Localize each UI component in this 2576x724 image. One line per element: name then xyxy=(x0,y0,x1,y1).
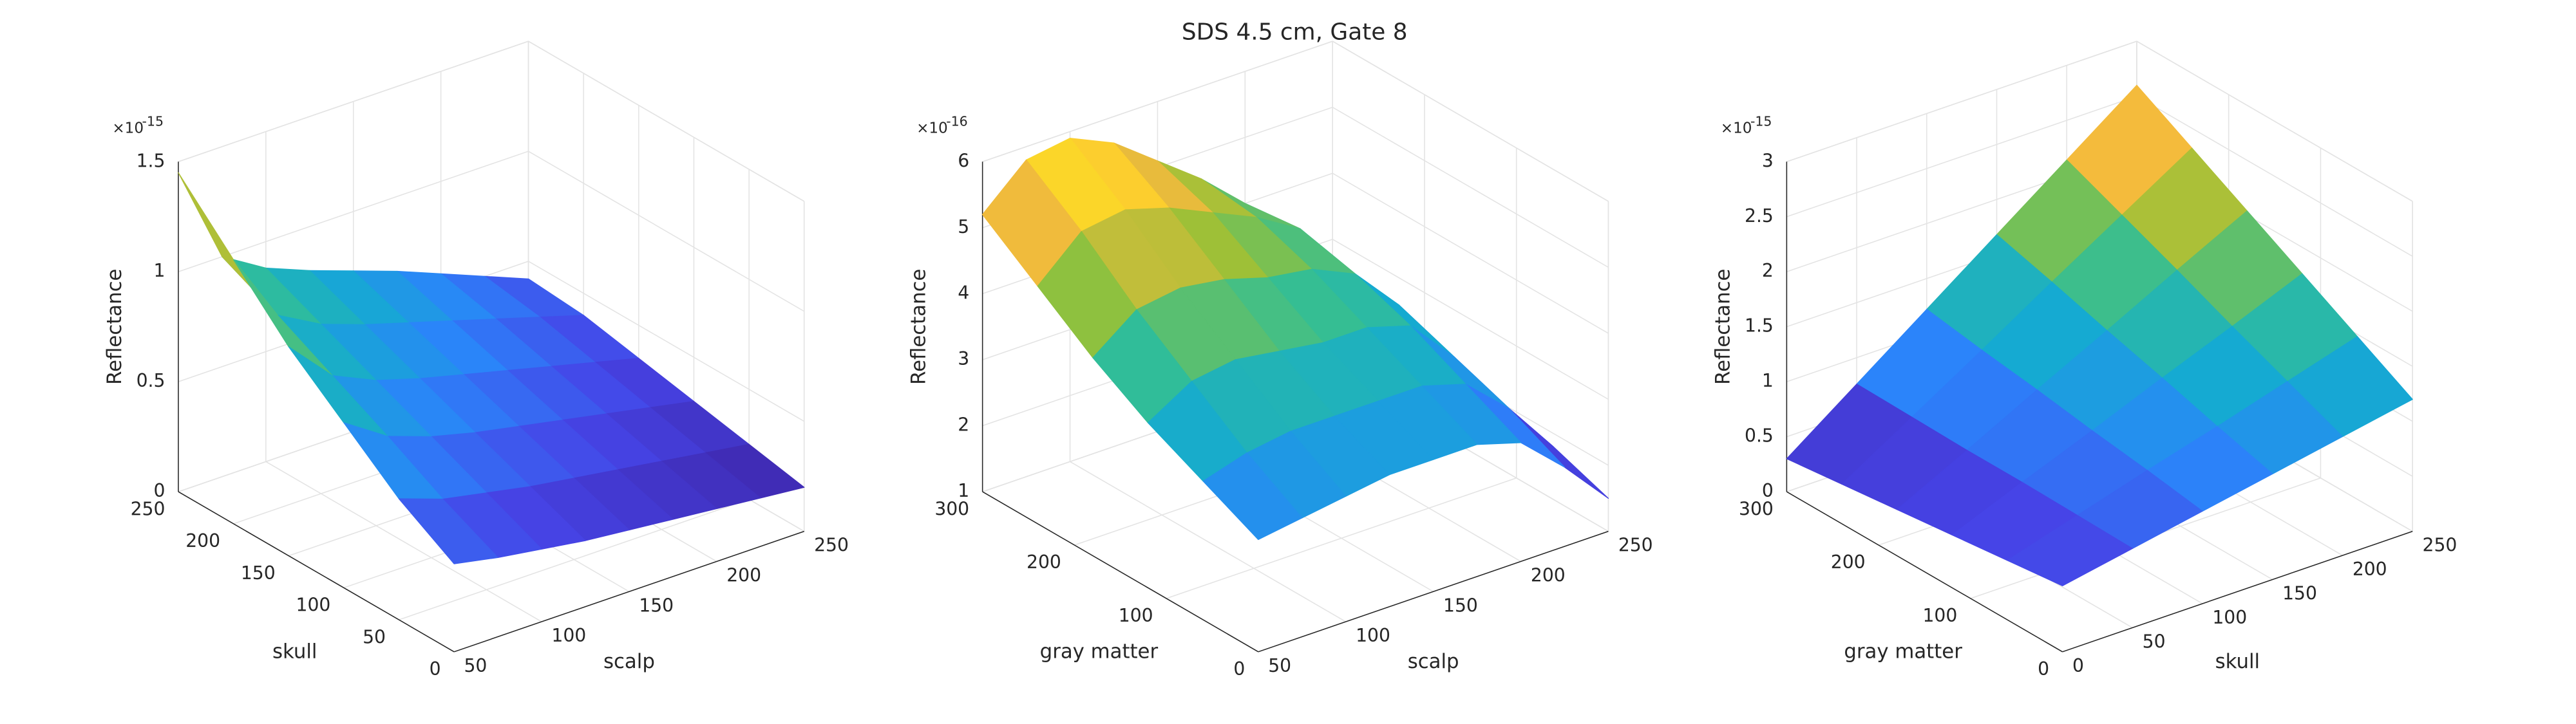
x-tick-label: 250 xyxy=(1618,535,1653,556)
x-tick-label: 100 xyxy=(551,625,586,646)
y-tick-label: 200 xyxy=(1027,552,1061,573)
axis-multiplier-base: ×10 xyxy=(916,120,948,137)
z-tick-label: 1.5 xyxy=(137,150,166,171)
y-axis-line xyxy=(982,491,1259,653)
x-tick-label: 50 xyxy=(464,655,488,676)
z-tick-label: 6 xyxy=(958,150,969,171)
x-tick-label: 150 xyxy=(1443,595,1478,616)
y-axis-line xyxy=(178,491,455,653)
z-tick-label: 0.5 xyxy=(1745,425,1774,447)
z-tick-label: 3 xyxy=(1762,150,1774,171)
z-tick-label: 1 xyxy=(1762,370,1774,391)
axis-multiplier-exponent: -16 xyxy=(946,114,967,129)
grid-line xyxy=(399,499,750,620)
grid-line xyxy=(982,41,1609,202)
subplot: 5010015020025005010015020025000.511.5sca… xyxy=(103,41,849,680)
z-tick-label: 0 xyxy=(1762,480,1774,501)
x-tick-label: 150 xyxy=(639,595,674,616)
x-axis-label: scalp xyxy=(603,650,655,673)
z-axis-label: Reflectance xyxy=(103,269,126,385)
surface-patch xyxy=(1202,452,1303,541)
x-tick-label: 200 xyxy=(726,565,761,586)
z-tick-label: 1 xyxy=(958,480,969,501)
grid-line xyxy=(178,151,805,312)
z-tick-label: 2.5 xyxy=(1745,205,1774,227)
y-axis-label: gray matter xyxy=(1844,640,1962,664)
y-tick-label: 300 xyxy=(1739,498,1774,519)
x-tick-label: 100 xyxy=(2212,607,2247,628)
z-tick-label: 3 xyxy=(958,348,969,369)
x-axis-line xyxy=(2062,530,2413,653)
grid-line xyxy=(178,41,805,202)
axis-multiplier-exponent: -15 xyxy=(142,114,164,129)
surface-patch xyxy=(398,498,498,564)
y-tick-label: 50 xyxy=(363,626,386,647)
z-tick-label: 2 xyxy=(958,414,969,436)
z-axis-label: Reflectance xyxy=(907,269,931,385)
grid-line xyxy=(1166,478,1517,599)
x-tick-label: 50 xyxy=(1268,655,1291,676)
x-tick-label: 50 xyxy=(2143,631,2166,652)
z-tick-label: 1.5 xyxy=(1745,315,1774,337)
subplot: 050100150200250010020030000.511.522.53sk… xyxy=(1711,41,2457,680)
figure-title: SDS 4.5 cm, Gate 8 xyxy=(1182,19,1408,45)
grid-line xyxy=(1786,41,2413,202)
y-tick-label: 0 xyxy=(430,658,441,680)
z-tick-label: 1 xyxy=(153,260,165,281)
x-tick-label: 250 xyxy=(2423,535,2458,556)
z-axis-label: Reflectance xyxy=(1711,269,1734,385)
y-tick-label: 150 xyxy=(241,562,276,584)
z-tick-label: 4 xyxy=(958,282,969,303)
y-tick-label: 100 xyxy=(296,595,331,616)
x-axis-label: scalp xyxy=(1408,650,1459,673)
z-tick-label: 0.5 xyxy=(137,370,166,391)
y-tick-label: 0 xyxy=(2038,658,2049,680)
x-axis-line xyxy=(1258,530,1609,653)
y-axis-label: skull xyxy=(272,640,317,664)
x-axis-line xyxy=(453,530,804,653)
x-tick-label: 100 xyxy=(1356,625,1390,646)
axis-multiplier-base: ×10 xyxy=(112,120,144,137)
y-tick-label: 300 xyxy=(934,498,969,519)
z-tick-label: 0 xyxy=(153,480,165,501)
y-axis-label: gray matter xyxy=(1040,640,1159,664)
axis-multiplier-base: ×10 xyxy=(1721,120,1752,137)
x-axis-label: skull xyxy=(2215,650,2260,673)
x-tick-label: 150 xyxy=(2282,583,2317,604)
x-tick-label: 250 xyxy=(814,535,849,556)
z-tick-label: 2 xyxy=(1762,260,1774,281)
x-tick-label: 200 xyxy=(2353,559,2387,580)
y-tick-label: 100 xyxy=(1119,605,1153,626)
y-tick-label: 100 xyxy=(1923,605,1958,626)
y-tick-label: 250 xyxy=(131,498,166,519)
y-tick-label: 200 xyxy=(1831,552,1866,573)
grid-line xyxy=(1070,461,1347,622)
grid-line xyxy=(265,461,542,622)
y-axis-line xyxy=(1786,491,2063,653)
y-tick-label: 200 xyxy=(185,530,220,552)
axis-multiplier-exponent: -15 xyxy=(1750,114,1772,129)
x-tick-label: 0 xyxy=(2072,655,2084,676)
surface-patch xyxy=(2007,515,2133,586)
z-tick-label: 5 xyxy=(958,216,969,237)
y-tick-label: 0 xyxy=(1233,658,1245,680)
x-tick-label: 200 xyxy=(1531,565,1566,586)
